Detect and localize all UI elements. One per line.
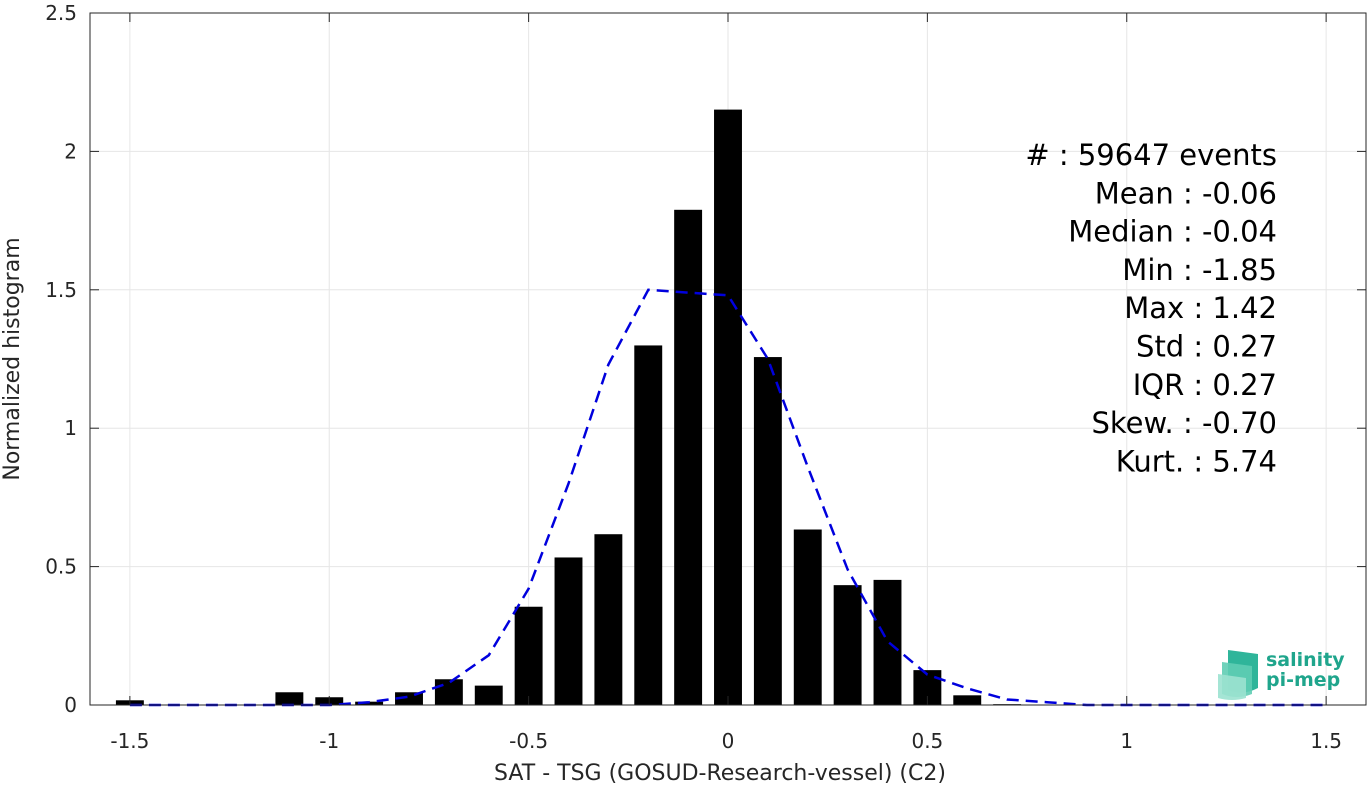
histogram-bar <box>474 685 503 705</box>
stat-line: IQR : 0.27 <box>1133 368 1277 402</box>
tick-labels: -1.5 -1 -0.5 0 0.5 1 1.5 0 0.5 1 1.5 2 2.5 <box>45 1 1342 753</box>
stat-line: Median : -0.04 <box>1068 215 1277 249</box>
x-tick-label: 0.5 <box>911 729 943 753</box>
y-tick-label: 1.5 <box>45 278 77 302</box>
histogram-bar <box>833 585 862 705</box>
x-tick-label: -0.5 <box>509 729 548 753</box>
logo-line1: salinity <box>1266 649 1345 671</box>
histogram-bar <box>873 579 902 705</box>
stat-line: Max : 1.42 <box>1124 291 1277 325</box>
y-tick-label: 2 <box>64 139 77 163</box>
y-tick-label: 1 <box>64 416 77 440</box>
x-axis-label: SAT - TSG (GOSUD-Research-vessel) (C2) <box>494 761 946 785</box>
histogram-bar <box>793 529 822 705</box>
y-tick-label: 0 <box>64 693 77 717</box>
axes-frame <box>89 12 1367 706</box>
histogram-bars <box>115 109 1022 705</box>
stat-line: Min : -1.85 <box>1122 253 1277 287</box>
stats-box: # : 59647 events Mean : -0.06 Median : -0.… <box>1025 138 1277 478</box>
waves-icon <box>1218 650 1258 700</box>
histogram-bar <box>753 357 782 705</box>
x-tick-label: -1 <box>319 729 339 753</box>
stat-line: Kurt. : 5.74 <box>1116 444 1277 478</box>
x-tick-label: -1.5 <box>110 729 149 753</box>
histogram-bar <box>514 606 543 705</box>
y-tick-label: 2.5 <box>45 1 77 25</box>
histogram-bar <box>434 679 463 705</box>
salinity-pimep-logo: salinity pi-mep <box>1218 649 1345 700</box>
histogram-bar <box>674 209 703 705</box>
histogram-bar <box>953 695 982 705</box>
histogram-bar <box>594 534 623 705</box>
logo-line2: pi-mep <box>1266 669 1340 691</box>
histogram-bar <box>554 557 583 705</box>
stat-line: Skew. : -0.70 <box>1091 406 1277 440</box>
histogram-bar <box>634 345 663 705</box>
x-tick-label: 1.5 <box>1310 729 1342 753</box>
x-tick-label: 0 <box>722 729 735 753</box>
y-axis-label: Normalized histogram <box>0 237 25 480</box>
stat-line: Mean : -0.06 <box>1095 176 1277 210</box>
histogram-bar <box>275 692 304 705</box>
stat-line: Std : 0.27 <box>1136 330 1277 364</box>
y-tick-label: 0.5 <box>45 555 77 579</box>
stat-line: # : 59647 events <box>1025 138 1277 172</box>
x-tick-label: 1 <box>1120 729 1133 753</box>
histogram-bar <box>714 109 742 705</box>
